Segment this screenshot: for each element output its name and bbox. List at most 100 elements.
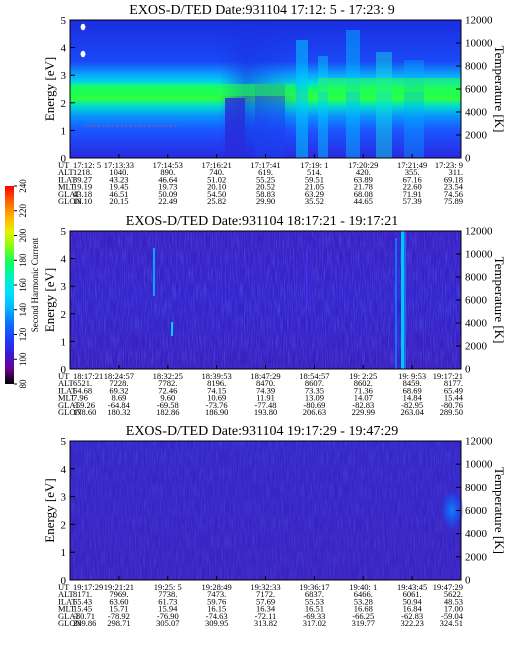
orbit-value: 73.35: [305, 385, 324, 395]
orbit-value: 6837.: [305, 589, 324, 599]
orbit-value: 19: 2:25: [349, 371, 377, 381]
orbit-value: 324.51: [440, 618, 463, 628]
orbit-value: 15.94: [158, 604, 178, 614]
orbit-value: 16.51: [305, 604, 324, 614]
orbit-value: 5622.: [444, 589, 463, 599]
orbit-value: 19.19: [73, 182, 92, 192]
orbit-value: 14.84: [403, 393, 423, 403]
orbit-value: 48.53: [444, 596, 463, 606]
orbit-value: 55.53: [305, 596, 324, 606]
temperature-tick-label: 10000: [465, 38, 493, 50]
orbit-value: 39.27: [73, 174, 92, 184]
orbit-value: 186.90: [205, 407, 228, 417]
orbit-value: 29.90: [256, 196, 275, 206]
energy-tick-label: 5: [61, 226, 67, 238]
orbit-row-label: ALT: [58, 167, 75, 177]
orbit-value: 1218.: [73, 167, 92, 177]
orbit-row-label: GLAT: [58, 400, 81, 410]
panel-1-axes: 0 1 2 3 4 5 0 2000 4000 6000 8000 10000 12000 Energy …: [42, 15, 505, 166]
orbit-value: 20.15: [109, 196, 128, 206]
orbit-value: -62.83: [401, 611, 423, 621]
panel-1-spectrogram: [70, 20, 461, 158]
orbit-value: -74.63: [206, 611, 228, 621]
orbit-value: 19:47:29: [433, 582, 463, 592]
orbit-value: 19: 9:53: [398, 371, 426, 381]
orbit-value: 740.: [209, 167, 224, 177]
orbit-value: 19:21:21: [104, 582, 134, 592]
orbit-value: -59.26: [73, 400, 95, 410]
orbit-value: 289.86: [73, 618, 96, 628]
orbit-row-label: UT: [58, 371, 70, 381]
orbit-value: 206.63: [303, 407, 326, 417]
energy-tick-label: 1: [61, 336, 67, 348]
orbit-row-label: GLON: [58, 407, 82, 417]
colorbar-tick-label: 200: [18, 228, 28, 242]
orbit-value: 10.69: [207, 393, 226, 403]
orbit-value: 305.07: [156, 618, 179, 628]
temperature-tick-label: 2000: [465, 341, 488, 353]
temperature-tick-label: 12000: [465, 15, 493, 27]
orbit-value: -59.04: [441, 611, 464, 621]
panel-1: EXOS-D/TED Date:931104 17:12: 5 - 17:23:…: [42, 3, 505, 206]
panel-2-spectrogram: [70, 231, 461, 369]
orbit-value: -80.71: [73, 611, 95, 621]
energy-tick-label: 4: [61, 254, 67, 266]
orbit-value: 7228.: [109, 378, 128, 388]
orbit-value: 50.09: [158, 189, 177, 199]
orbit-value: 182.86: [156, 407, 179, 417]
orbit-value: 17:23: 9: [435, 160, 463, 170]
orbit-value: 67.16: [403, 174, 422, 184]
colorbar-ticks: 80 100 120 140 160 180 200 220 240: [14, 179, 28, 389]
orbit-value: -69.58: [157, 400, 179, 410]
temperature-tick-label: 0: [465, 575, 471, 587]
orbit-value: 58.83: [256, 189, 275, 199]
energy-tick-label: 5: [61, 15, 67, 27]
orbit-value: 22.49: [158, 196, 177, 206]
energy-tick-label: 0: [61, 575, 67, 587]
orbit-value: 35.52: [305, 196, 324, 206]
orbit-value: 8171.: [73, 589, 92, 599]
orbit-value: 8602.: [354, 378, 373, 388]
orbit-value: 6521.: [73, 378, 92, 388]
energy-tick-label: 1: [61, 125, 67, 137]
orbit-value: 7782.: [158, 378, 177, 388]
panel-3-orbit-table: UTALTILATMLTGLATGLON19:17:298171.65.4315…: [58, 582, 464, 628]
orbit-value: 20.52: [256, 182, 275, 192]
orbit-value: 19:17:21: [433, 371, 463, 381]
orbit-value: 69.18: [444, 174, 463, 184]
orbit-value: 18:54:57: [299, 371, 329, 381]
orbit-value: -82.95: [401, 400, 423, 410]
orbit-value: 1040.: [109, 167, 128, 177]
orbit-value: 43.18: [73, 189, 92, 199]
orbit-value: 18:17:21: [73, 371, 103, 381]
orbit-value: 7473.: [207, 589, 226, 599]
orbit-value: 8196.: [207, 378, 226, 388]
orbit-value: 18:39:53: [202, 371, 232, 381]
orbit-value: 18:47:29: [250, 371, 280, 381]
orbit-row-label: MLT: [58, 604, 76, 614]
orbit-value: 23.54: [444, 182, 464, 192]
temperature-tick-label: 10000: [465, 459, 493, 471]
orbit-value: 7.96: [73, 393, 88, 403]
orbit-value: 18.10: [73, 196, 92, 206]
energy-tick-label: 0: [61, 153, 67, 165]
orbit-value: 71.91: [403, 189, 422, 199]
orbit-value: 322.23: [400, 618, 423, 628]
colorbar-tick-label: 160: [18, 278, 28, 292]
orbit-value: 15.45: [73, 604, 92, 614]
orbit-value: 75.89: [444, 196, 463, 206]
colorbar-gradient: [5, 186, 14, 384]
panel-3-spectrogram: [70, 441, 464, 580]
temperature-tick-label: 8000: [465, 61, 488, 73]
orbit-value: 16.34: [256, 604, 276, 614]
temperature-tick-label: 4000: [465, 528, 488, 540]
orbit-value: 68.08: [354, 189, 373, 199]
orbit-value: 890.: [160, 167, 175, 177]
orbit-value: 7172.: [256, 589, 275, 599]
orbit-row-label: GLAT: [58, 189, 81, 199]
energy-tick-label: 3: [61, 281, 67, 293]
orbit-value: 63.89: [354, 174, 373, 184]
colorbar-tick-label: 180: [18, 253, 28, 267]
